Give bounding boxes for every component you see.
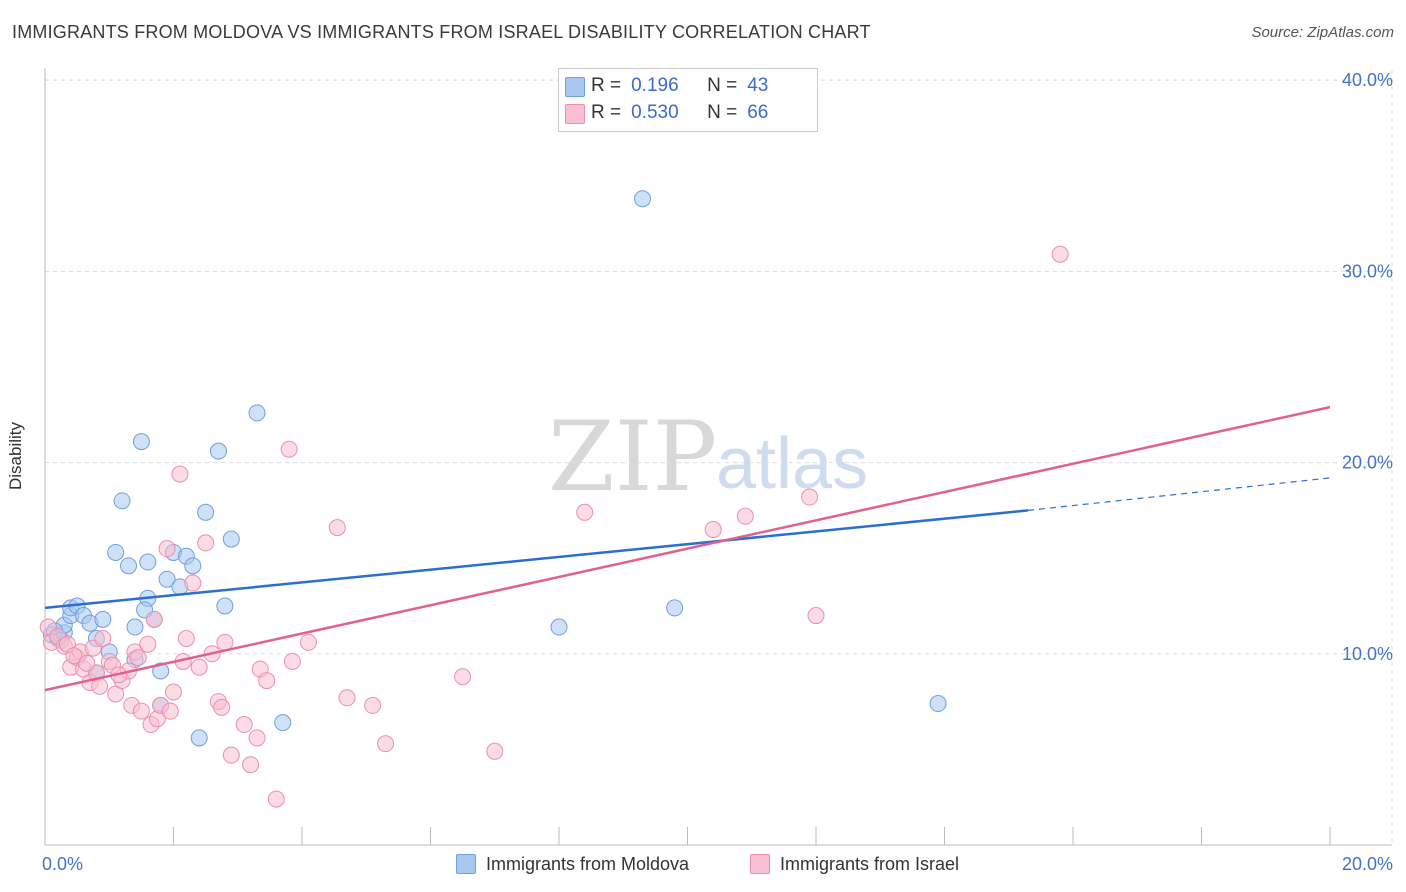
israel-point: [171, 465, 189, 483]
moldova-point: [158, 570, 176, 588]
x-tick-label: 20.0%: [1342, 854, 1393, 874]
moldova-point: [107, 543, 125, 561]
israel-point: [132, 702, 150, 720]
israel-point: [78, 654, 96, 672]
israel-point: [161, 702, 179, 720]
moldova-trend-extension: [1027, 477, 1331, 511]
moldova-point: [132, 433, 150, 451]
n-value: 66: [747, 102, 769, 123]
stats-legend-row-moldova: R = 0.196 N = 43: [565, 74, 769, 98]
israel-point: [129, 649, 147, 667]
moldova-trend-line: [44, 509, 1029, 610]
y-tick-label: 10.0%: [1342, 644, 1393, 664]
y-tick-label: 40.0%: [1342, 70, 1393, 90]
israel-point: [267, 790, 285, 808]
legend-label-israel: Immigrants from Israel: [780, 853, 960, 874]
y-tick-label: 20.0%: [1342, 453, 1393, 473]
moldova-point: [190, 729, 208, 747]
tick-labels: 10.0% 20.0% 30.0% 40.0% 0.0% 20.0%: [42, 70, 1393, 874]
x-tick-label: 0.0%: [42, 854, 83, 874]
israel-point: [807, 607, 825, 625]
moldova-point: [209, 442, 227, 460]
israel-point: [576, 503, 594, 521]
israel-point: [197, 534, 215, 552]
israel-point: [328, 519, 346, 537]
r-value: 0.530: [631, 102, 679, 123]
r-value: 0.196: [631, 75, 679, 96]
israel-point: [222, 746, 240, 764]
trend-lines: [44, 405, 1331, 692]
moldova-point: [152, 662, 170, 680]
israel-point: [177, 630, 195, 648]
israel-point: [704, 521, 722, 539]
israel-point: [364, 696, 382, 714]
watermark-zip: ZIP: [548, 401, 717, 513]
n-label: N =: [707, 102, 738, 123]
israel-swatch: [565, 104, 585, 124]
n-label: N =: [707, 75, 738, 96]
israel-point: [91, 677, 109, 695]
moldova-legend-swatch: [456, 854, 476, 874]
watermark: ZIP atlas: [548, 401, 868, 513]
moldova-point: [184, 557, 202, 575]
r-label: R =: [591, 102, 622, 123]
n-value: 43: [747, 75, 769, 96]
israel-point: [216, 633, 234, 651]
moldova-point: [120, 557, 138, 575]
israel-point: [190, 658, 208, 676]
legend-label-moldova: Immigrants from Moldova: [486, 853, 690, 874]
data-points: [39, 190, 1069, 808]
israel-point: [258, 672, 276, 690]
moldova-point: [126, 618, 144, 636]
grid-lines: [45, 70, 1393, 845]
israel-point: [338, 689, 356, 707]
stats-legend: R = 0.196 N = 43 R = 0.530 N = 66: [558, 68, 818, 132]
israel-point: [184, 574, 202, 592]
moldova-point: [666, 599, 684, 617]
moldova-point: [139, 553, 157, 571]
israel-point: [801, 488, 819, 506]
israel-point: [213, 698, 231, 716]
moldova-point: [216, 597, 234, 615]
axes: [44, 68, 1392, 846]
israel-point: [283, 652, 301, 670]
moldova-point: [94, 610, 112, 628]
watermark-atlas: atlas: [716, 424, 868, 504]
moldova-point: [634, 190, 652, 208]
moldova-point: [248, 404, 266, 422]
israel-point: [139, 635, 157, 653]
legend-item-moldova[interactable]: Immigrants from Moldova: [456, 851, 689, 877]
israel-point: [280, 440, 298, 458]
chart-title: IMMIGRANTS FROM MOLDOVA VS IMMIGRANTS FR…: [12, 22, 871, 42]
israel-point: [145, 610, 163, 628]
israel-point: [94, 630, 112, 648]
moldova-point: [197, 503, 215, 521]
source-label: Source: ZipAtlas.com: [1251, 24, 1394, 41]
moldova-point: [550, 618, 568, 636]
moldova-point: [274, 714, 292, 732]
israel-point: [248, 729, 266, 747]
israel-point: [235, 716, 253, 734]
israel-legend-swatch: [750, 854, 770, 874]
stats-legend-row-israel: R = 0.530 N = 66: [565, 101, 769, 125]
israel-point: [158, 540, 176, 558]
israel-point: [377, 735, 395, 753]
israel-point: [736, 507, 754, 525]
moldova-point: [222, 530, 240, 548]
moldova-point: [113, 492, 131, 510]
israel-trend-line: [44, 405, 1331, 692]
israel-point: [165, 683, 182, 701]
israel-point: [1051, 245, 1069, 263]
israel-point: [486, 742, 504, 760]
israel-point: [242, 756, 260, 774]
israel-point: [299, 633, 317, 651]
r-label: R =: [591, 75, 622, 96]
israel-point: [65, 647, 83, 665]
israel-point: [454, 668, 472, 686]
moldova-point: [929, 695, 947, 713]
moldova-swatch: [565, 77, 585, 97]
y-tick-label: 30.0%: [1342, 261, 1393, 281]
legend-item-israel[interactable]: Immigrants from Israel: [750, 851, 959, 877]
